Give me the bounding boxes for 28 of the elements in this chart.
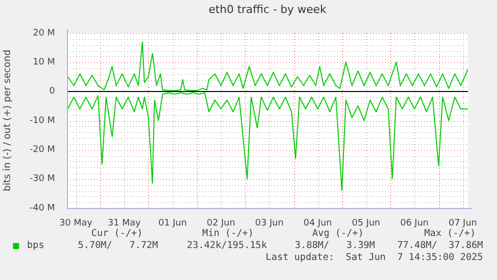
legend-label: bps — [27, 240, 44, 251]
text: Max (-/+) — [423, 228, 477, 239]
text: Cur (-/+) — [90, 228, 144, 239]
text: Min (-/+) — [201, 228, 255, 239]
x-tick-label: 30 May — [59, 218, 93, 229]
x-tick-label: 03 Jun — [255, 218, 284, 229]
text: Last update: Sat Jun 7 14:35:00 2025 — [266, 252, 483, 263]
x-tick-label: 07 Jun — [448, 218, 477, 229]
y-tick-label: -10 M — [30, 116, 55, 126]
y-tick-label: 10 M — [32, 58, 55, 68]
x-tick-label: 05 Jun — [352, 218, 380, 229]
y-tick-label: -20 M — [30, 145, 55, 156]
y-axis-title: bits in (-) / out (+) per second — [2, 50, 14, 192]
y-tick-label: 20 M — [32, 28, 55, 38]
chart-title: eth0 traffic - by week — [208, 3, 328, 16]
text: 77.48M/ 37.86M — [397, 240, 483, 251]
y-tick-label: -30 M — [30, 174, 55, 184]
text: 5.70M/ 7.72M — [78, 240, 158, 251]
x-tick-label: 06 Jun — [400, 218, 429, 229]
text: 23.42k/195.15k — [186, 240, 267, 251]
x-tick-label: 31 May — [108, 218, 142, 229]
x-tick-label: 02 Jun — [206, 218, 236, 229]
y-tick-label: -40 M — [30, 203, 55, 214]
x-tick-label: 01 Jun — [158, 218, 187, 229]
y-tick-label: 0 — [49, 86, 56, 97]
text: 3.88M/ 3.39M — [294, 240, 375, 251]
text: Avg (-/+) — [311, 228, 365, 239]
x-tick-label: 04 Jun — [304, 218, 332, 229]
